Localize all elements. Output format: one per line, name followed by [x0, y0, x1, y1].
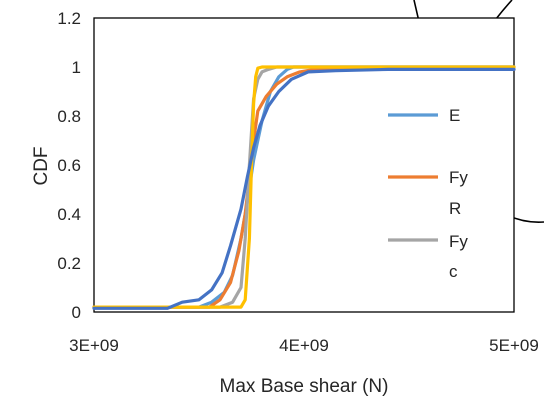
series-line-3	[92, 65, 516, 309]
x-axis-ticks: 3E+09 4E+09 5E+09	[69, 336, 539, 355]
legend-label-fyc-line1: Fy	[449, 232, 468, 251]
legend-label-fyr-line1: Fy	[449, 168, 468, 187]
y-axis-title: CDF	[31, 146, 52, 185]
y-axis-ticks: 0 0.2 0.4 0.6 0.8 1 1.2	[57, 9, 81, 322]
legend-label-fyr-line2: R	[449, 199, 461, 218]
y-tick-label: 0.6	[57, 156, 81, 175]
x-tick-label: 4E+09	[279, 336, 329, 355]
y-tick-label: 0.8	[57, 107, 81, 126]
y-tick-label: 0.4	[57, 205, 81, 224]
y-tick-label: 1	[72, 58, 81, 77]
x-tick-label: 3E+09	[69, 336, 119, 355]
x-axis-title: Max Base shear (N)	[220, 376, 389, 397]
legend: E Fy R Fy c	[388, 106, 468, 281]
series-lines	[92, 65, 516, 310]
y-tick-label: 1.2	[57, 9, 81, 28]
series-line-4	[92, 67, 516, 310]
legend-label-fyc-line2: c	[449, 262, 458, 281]
y-tick-label: 0.2	[57, 254, 81, 273]
y-tick-label: 0	[72, 303, 81, 322]
legend-label-e: E	[449, 106, 460, 125]
x-tick-label: 5E+09	[489, 336, 539, 355]
